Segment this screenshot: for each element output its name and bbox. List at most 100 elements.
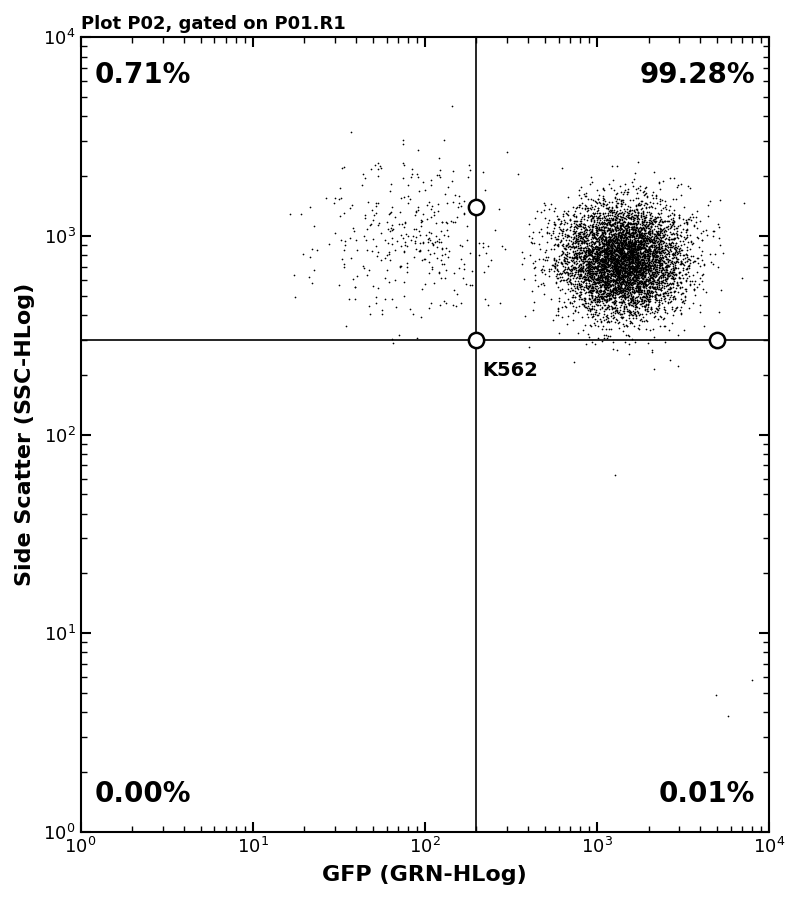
Point [606,287,619,302]
Point [593,270,606,284]
Point [630,264,643,278]
Point [678,323,690,338]
Point [614,210,627,224]
Point [627,262,640,276]
Point [608,269,621,284]
Point [650,302,663,316]
Point [660,258,673,273]
Point [618,220,630,234]
Point [649,259,662,274]
Point [598,237,610,251]
Point [573,264,586,278]
Point [598,241,611,256]
Point [603,299,616,313]
Point [610,294,622,309]
Point [646,289,658,303]
Point [666,271,679,285]
Point [385,200,398,214]
Point [669,270,682,284]
Point [549,230,562,244]
Point [604,250,617,265]
Point [647,258,660,273]
Point [634,178,646,193]
Point [632,286,645,301]
Point [646,226,659,240]
Point [670,268,682,283]
Point [597,252,610,266]
Point [638,245,651,259]
Point [666,248,679,263]
Point [601,276,614,291]
Point [646,275,658,290]
Point [642,286,654,301]
Point [659,265,672,279]
Point [606,284,619,298]
Point [599,237,612,251]
Point [659,231,672,246]
Point [362,195,374,210]
Point [566,288,579,302]
Point [638,256,650,271]
Point [549,256,562,270]
Point [610,227,623,241]
Point [598,242,611,256]
Point [638,267,651,282]
Point [620,249,633,264]
Point [621,287,634,302]
Point [646,191,659,205]
Point [591,250,604,265]
Point [637,233,650,248]
Point [566,260,579,274]
Point [660,284,673,299]
Point [621,257,634,272]
Point [654,221,666,236]
Point [618,257,631,272]
Point [586,277,598,292]
Point [594,290,607,304]
Point [654,210,667,224]
Point [539,243,552,257]
Point [605,204,618,219]
Point [578,208,590,222]
Point [590,284,602,299]
Point [630,202,642,217]
Point [598,230,611,244]
Point [628,285,641,300]
Point [625,265,638,279]
Point [526,225,539,239]
Point [622,252,635,266]
Point [590,213,603,228]
Point [626,232,638,247]
Point [688,283,701,297]
Point [637,266,650,280]
Point [485,253,498,267]
Point [393,217,406,231]
Point [552,220,565,234]
Point [578,226,590,240]
Point [634,253,647,267]
Point [669,236,682,250]
Point [626,272,639,286]
Point [646,289,659,303]
Point [632,266,645,281]
Point [615,284,628,299]
Point [665,232,678,247]
Point [599,248,612,263]
Point [608,222,621,237]
Point [386,218,398,232]
Point [635,274,648,289]
Point [637,206,650,220]
Point [641,189,654,203]
Point [591,241,604,256]
Point [632,293,645,308]
Point [670,252,683,266]
Point [594,256,606,270]
Point [614,216,627,230]
Point [621,268,634,283]
Point [657,275,670,290]
Point [586,260,598,274]
Point [589,247,602,261]
Point [625,210,638,224]
Point [574,220,586,234]
Point [612,212,625,227]
